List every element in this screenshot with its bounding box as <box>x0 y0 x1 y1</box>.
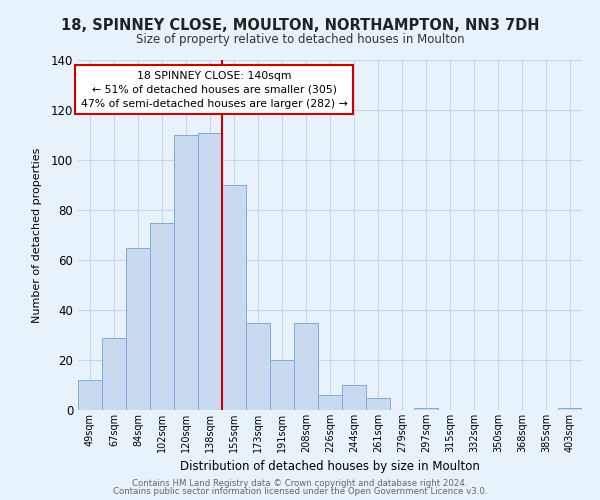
Bar <box>414 408 438 410</box>
Bar <box>198 132 222 410</box>
Bar <box>222 185 246 410</box>
Y-axis label: Number of detached properties: Number of detached properties <box>32 148 43 322</box>
Bar <box>78 380 102 410</box>
Text: 18, SPINNEY CLOSE, MOULTON, NORTHAMPTON, NN3 7DH: 18, SPINNEY CLOSE, MOULTON, NORTHAMPTON,… <box>61 18 539 32</box>
Bar <box>246 322 270 410</box>
Bar <box>102 338 126 410</box>
X-axis label: Distribution of detached houses by size in Moulton: Distribution of detached houses by size … <box>180 460 480 473</box>
Bar <box>294 322 318 410</box>
Bar <box>366 398 390 410</box>
Bar <box>318 395 342 410</box>
Text: Contains HM Land Registry data © Crown copyright and database right 2024.: Contains HM Land Registry data © Crown c… <box>132 478 468 488</box>
Bar <box>270 360 294 410</box>
Bar <box>126 248 150 410</box>
Bar <box>558 408 582 410</box>
Bar <box>150 222 174 410</box>
Text: 18 SPINNEY CLOSE: 140sqm
← 51% of detached houses are smaller (305)
47% of semi-: 18 SPINNEY CLOSE: 140sqm ← 51% of detach… <box>81 70 347 108</box>
Bar <box>342 385 366 410</box>
Text: Size of property relative to detached houses in Moulton: Size of property relative to detached ho… <box>136 32 464 46</box>
Bar <box>174 135 198 410</box>
Text: Contains public sector information licensed under the Open Government Licence v3: Contains public sector information licen… <box>113 487 487 496</box>
